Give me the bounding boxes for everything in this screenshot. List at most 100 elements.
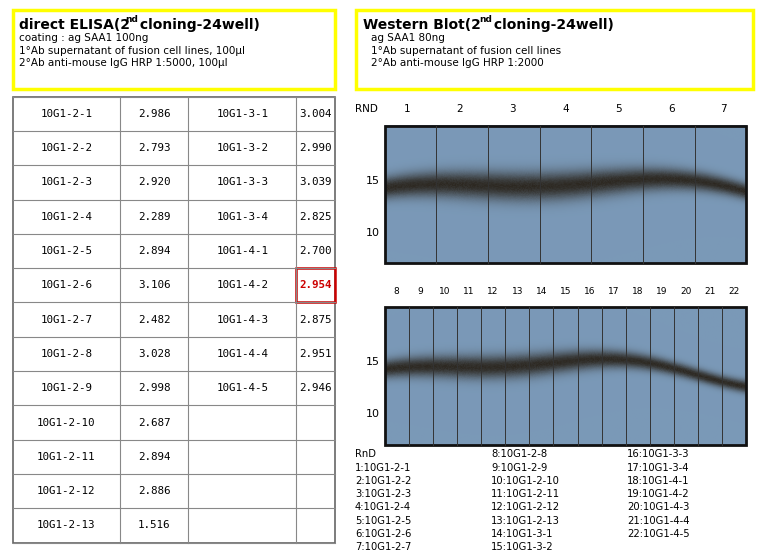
Text: 14:10G1-3-1: 14:10G1-3-1	[491, 529, 554, 539]
Bar	[356, 11, 753, 89]
Bar	[296, 268, 335, 302]
Text: 18: 18	[632, 286, 643, 296]
Text: 2.986: 2.986	[138, 109, 170, 119]
Text: 9: 9	[418, 286, 423, 296]
Text: 3.004: 3.004	[299, 109, 332, 119]
Text: 10G1-2-3: 10G1-2-3	[40, 178, 92, 187]
Text: 10G1-2-4: 10G1-2-4	[40, 212, 92, 222]
Text: 1: 1	[404, 105, 410, 114]
Text: 14: 14	[536, 286, 547, 296]
Text: 20:10G1-4-3: 20:10G1-4-3	[627, 502, 690, 513]
Text: 21: 21	[704, 286, 716, 296]
Text: 2.886: 2.886	[138, 486, 170, 496]
Text: 6: 6	[668, 105, 675, 114]
Text: 2.875: 2.875	[299, 315, 332, 325]
Text: 19: 19	[656, 286, 668, 296]
Text: 3.028: 3.028	[138, 349, 170, 359]
Text: 10G1-4-3: 10G1-4-3	[216, 315, 268, 325]
Text: 2.700: 2.700	[299, 246, 332, 256]
Text: 3.039: 3.039	[299, 178, 332, 187]
Text: 3.106: 3.106	[138, 280, 170, 290]
Text: 7: 7	[720, 105, 727, 114]
Text: 19:10G1-4-2: 19:10G1-4-2	[627, 489, 690, 499]
Text: 17: 17	[608, 286, 620, 296]
Text: 2.793: 2.793	[138, 143, 170, 153]
Text: 10G1-2-1: 10G1-2-1	[40, 109, 92, 119]
Text: Western Blot(2: Western Blot(2	[363, 18, 481, 32]
Text: 10G1-4-2: 10G1-4-2	[216, 280, 268, 290]
Text: 1°Ab supernatant of fusion cell lines, 100μl: 1°Ab supernatant of fusion cell lines, 1…	[19, 46, 245, 56]
Text: 2.894: 2.894	[138, 246, 170, 256]
Text: 10G1-3-4: 10G1-3-4	[216, 212, 268, 222]
Text: 2.289: 2.289	[138, 212, 170, 222]
Text: 11:10G1-2-11: 11:10G1-2-11	[491, 489, 560, 499]
Bar	[384, 307, 746, 445]
Text: 10G1-3-2: 10G1-3-2	[216, 143, 268, 153]
Text: 10G1-3-3: 10G1-3-3	[216, 178, 268, 187]
Text: 4:10G1-2-4: 4:10G1-2-4	[355, 502, 411, 513]
Text: cloning-24well): cloning-24well)	[489, 18, 614, 32]
Text: 6:10G1-2-6: 6:10G1-2-6	[355, 529, 411, 539]
Text: nd: nd	[479, 15, 492, 24]
Text: 10: 10	[366, 228, 380, 238]
Text: cloning-24well): cloning-24well)	[134, 18, 260, 32]
Text: 2: 2	[457, 105, 463, 114]
Text: 3: 3	[510, 105, 516, 114]
Text: 2.954: 2.954	[299, 280, 332, 290]
Text: 3:10G1-2-3: 3:10G1-2-3	[355, 489, 411, 499]
Text: 18:10G1-4-1: 18:10G1-4-1	[627, 476, 690, 486]
Text: 10G1-2-13: 10G1-2-13	[37, 520, 96, 530]
Text: 2.990: 2.990	[299, 143, 332, 153]
Text: 2.920: 2.920	[138, 178, 170, 187]
Text: nd: nd	[125, 15, 138, 24]
Text: 17:10G1-3-4: 17:10G1-3-4	[627, 463, 690, 473]
Text: coating : ag SAA1 100ng: coating : ag SAA1 100ng	[19, 33, 149, 43]
Text: RnD: RnD	[355, 450, 376, 460]
Text: 10G1-2-2: 10G1-2-2	[40, 143, 92, 153]
Bar	[384, 126, 746, 263]
Text: direct ELISA(2: direct ELISA(2	[19, 18, 131, 32]
Text: 10G1-2-8: 10G1-2-8	[40, 349, 92, 359]
Text: 10G1-4-5: 10G1-4-5	[216, 383, 268, 393]
Text: 2.951: 2.951	[299, 349, 332, 359]
Text: 2.946: 2.946	[299, 383, 332, 393]
Text: ag SAA1 80ng: ag SAA1 80ng	[371, 33, 445, 43]
Text: 5: 5	[615, 105, 622, 114]
Text: 2.998: 2.998	[138, 383, 170, 393]
Text: 15: 15	[560, 286, 571, 296]
Bar	[12, 97, 335, 542]
Text: 10G1-2-9: 10G1-2-9	[40, 383, 92, 393]
Text: 11: 11	[463, 286, 474, 296]
Text: 22:10G1-4-5: 22:10G1-4-5	[627, 529, 690, 539]
Text: 13: 13	[512, 286, 523, 296]
Text: 10G1-2-7: 10G1-2-7	[40, 315, 92, 325]
Text: 2°Ab anti-mouse IgG HRP 1:2000: 2°Ab anti-mouse IgG HRP 1:2000	[371, 59, 543, 69]
Text: 21:10G1-4-4: 21:10G1-4-4	[627, 515, 690, 525]
Text: 13:10G1-2-13: 13:10G1-2-13	[491, 515, 560, 525]
Text: 2:10G1-2-2: 2:10G1-2-2	[355, 476, 411, 486]
Text: 1°Ab supernatant of fusion cell lines: 1°Ab supernatant of fusion cell lines	[371, 46, 561, 56]
Text: 1:10G1-2-1: 1:10G1-2-1	[355, 463, 411, 473]
Text: 2.482: 2.482	[138, 315, 170, 325]
Text: 15:10G1-3-2: 15:10G1-3-2	[491, 542, 554, 552]
Text: 5:10G1-2-5: 5:10G1-2-5	[355, 515, 411, 525]
Text: 2.687: 2.687	[138, 418, 170, 427]
Text: 10G1-2-11: 10G1-2-11	[37, 452, 96, 462]
Text: 2.894: 2.894	[138, 452, 170, 462]
Text: 8:10G1-2-8: 8:10G1-2-8	[491, 450, 547, 460]
Text: 10G1-3-1: 10G1-3-1	[216, 109, 268, 119]
Bar	[12, 11, 335, 89]
Text: 10G1-2-6: 10G1-2-6	[40, 280, 92, 290]
Text: 12: 12	[487, 286, 499, 296]
Text: 10:10G1-2-10: 10:10G1-2-10	[491, 476, 560, 486]
Text: 16:10G1-3-3: 16:10G1-3-3	[627, 450, 690, 460]
Text: 10G1-2-12: 10G1-2-12	[37, 486, 96, 496]
Text: 16: 16	[584, 286, 595, 296]
Text: 10: 10	[366, 409, 380, 419]
Text: 2°Ab anti-mouse IgG HRP 1:5000, 100μl: 2°Ab anti-mouse IgG HRP 1:5000, 100μl	[19, 59, 228, 69]
Text: 7:10G1-2-7: 7:10G1-2-7	[355, 542, 411, 552]
Text: 9:10G1-2-9: 9:10G1-2-9	[491, 463, 548, 473]
Text: 20: 20	[681, 286, 692, 296]
Text: 8: 8	[393, 286, 400, 296]
Text: 10G1-4-4: 10G1-4-4	[216, 349, 268, 359]
